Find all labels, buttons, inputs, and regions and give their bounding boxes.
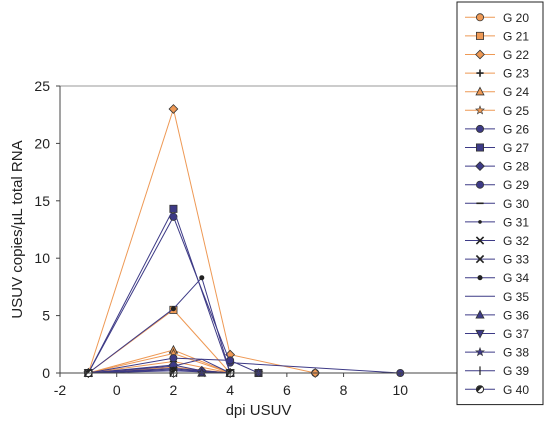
y-tick-label: 15 (34, 193, 50, 209)
legend-marker (475, 180, 484, 189)
y-axis-title: USUV copies/µL total RNA (9, 140, 26, 318)
x-tick-label: 10 (392, 382, 408, 398)
y-tick-label: 5 (42, 308, 50, 324)
legend: G 20 G 21 G 22 G 23 G 24 G 25 G 26 G 27 G 28 G 29… (456, 1, 544, 406)
series-line-g-22 (87, 107, 316, 374)
legend-marker (475, 105, 485, 115)
y-ticks: 0 5 10 15 20 25 (34, 78, 60, 381)
series-g-22 (83, 104, 321, 378)
legend-label: G 39 (503, 364, 529, 378)
series-line-g-34 (88, 276, 231, 374)
legend-marker (475, 13, 484, 22)
legend-item-g-29: G 29 (465, 178, 529, 192)
series-layer (83, 104, 405, 379)
legend-item-g-32: G 32 (465, 234, 529, 248)
legend-marker (475, 236, 485, 245)
legend-item-g-35: G 35 (465, 290, 529, 304)
data-point-g-34 (199, 275, 205, 281)
legend-marker (475, 161, 485, 171)
legend-label: G 20 (503, 11, 529, 25)
legend-item-g-23: G 23 (465, 67, 529, 81)
legend-marker (475, 346, 485, 357)
legend-label: G 24 (503, 85, 529, 99)
legend-item-g-40: G 40 (465, 383, 529, 397)
x-tick-label: 8 (340, 382, 348, 398)
legend-marker (475, 86, 485, 96)
legend-item-g-25: G 25 (465, 104, 529, 118)
legend-label: G 38 (503, 346, 529, 360)
legend-marker (475, 329, 485, 339)
legend-marker (475, 31, 484, 40)
legend-label: G 33 (503, 253, 529, 267)
legend-label: G 22 (503, 48, 529, 62)
legend-label: G 36 (503, 308, 529, 322)
legend-item-g-30: G 30 (465, 197, 529, 211)
legend-label: G 35 (503, 290, 529, 304)
legend-label: G 25 (503, 104, 529, 118)
y-tick-label: 25 (34, 78, 50, 94)
legend-marker (475, 49, 485, 60)
legend-item-g-28: G 28 (465, 160, 529, 174)
legend-marker (475, 254, 485, 264)
series-line-g-35 (88, 358, 231, 374)
y-tick-label: 20 (34, 135, 50, 151)
plot-frame (59, 85, 458, 374)
x-axis-title: dpi USUV (226, 402, 292, 419)
legend-label: G 21 (503, 29, 529, 43)
legend-item-g-36: G 36 (465, 308, 529, 322)
legend-label: G 23 (503, 67, 529, 81)
series-g-26 (84, 212, 405, 377)
legend-label: G 29 (503, 178, 529, 192)
x-tick-label: -2 (54, 382, 67, 398)
legend-marker (477, 275, 483, 281)
legend-item-g-31: G 31 (465, 215, 529, 229)
x-tick-label: 4 (226, 382, 234, 398)
series-line-g-26 (87, 215, 401, 374)
legend-label: G 27 (503, 141, 529, 155)
legend-item-g-34: G 34 (465, 271, 529, 285)
y-tick-label: 10 (34, 250, 50, 266)
legend-label: G 26 (503, 122, 529, 136)
legend-item-g-33: G 33 (465, 253, 529, 267)
data-point-g-29 (169, 354, 178, 363)
legend-item-g-37: G 37 (465, 327, 529, 341)
legend-marker (475, 143, 484, 152)
legend-item-g-27: G 27 (465, 141, 529, 155)
data-point-g-27 (169, 204, 178, 213)
legend-marker (476, 69, 484, 77)
legend-marker (478, 220, 482, 224)
legend-items: G 20 G 21 G 22 G 23 G 24 G 25 G 26 G 27 G 28 G 29… (465, 11, 529, 397)
legend-label: G 31 (503, 215, 529, 229)
legend-item-g-22: G 22 (465, 48, 529, 62)
x-tick-label: 6 (283, 382, 291, 398)
legend-marker (475, 309, 485, 319)
x-tick-label: 2 (170, 382, 178, 398)
data-point-g-22 (168, 104, 179, 114)
legend-label: G 37 (503, 327, 529, 341)
legend-item-g-24: G 24 (465, 85, 529, 99)
legend-item-g-20: G 20 (465, 11, 529, 25)
legend-label: G 28 (503, 160, 529, 174)
legend-item-g-39: G 39 (465, 364, 529, 378)
legend-label: G 32 (503, 234, 529, 248)
legend-label: G 40 (503, 383, 529, 397)
legend-label: G 34 (503, 271, 529, 285)
x-tick-label: 0 (113, 382, 121, 398)
series-g-35 (88, 358, 231, 374)
legend-marker (475, 124, 484, 133)
x-ticks: -2 0 2 4 6 8 10 (54, 373, 408, 398)
legend-marker (475, 385, 485, 394)
legend-item-g-38: G 38 (465, 346, 529, 360)
legend-item-g-26: G 26 (465, 122, 529, 136)
y-tick-label: 0 (42, 365, 50, 381)
legend-item-g-21: G 21 (465, 29, 529, 43)
data-point-g-34 (170, 306, 176, 312)
legend-label: G 30 (503, 197, 529, 211)
